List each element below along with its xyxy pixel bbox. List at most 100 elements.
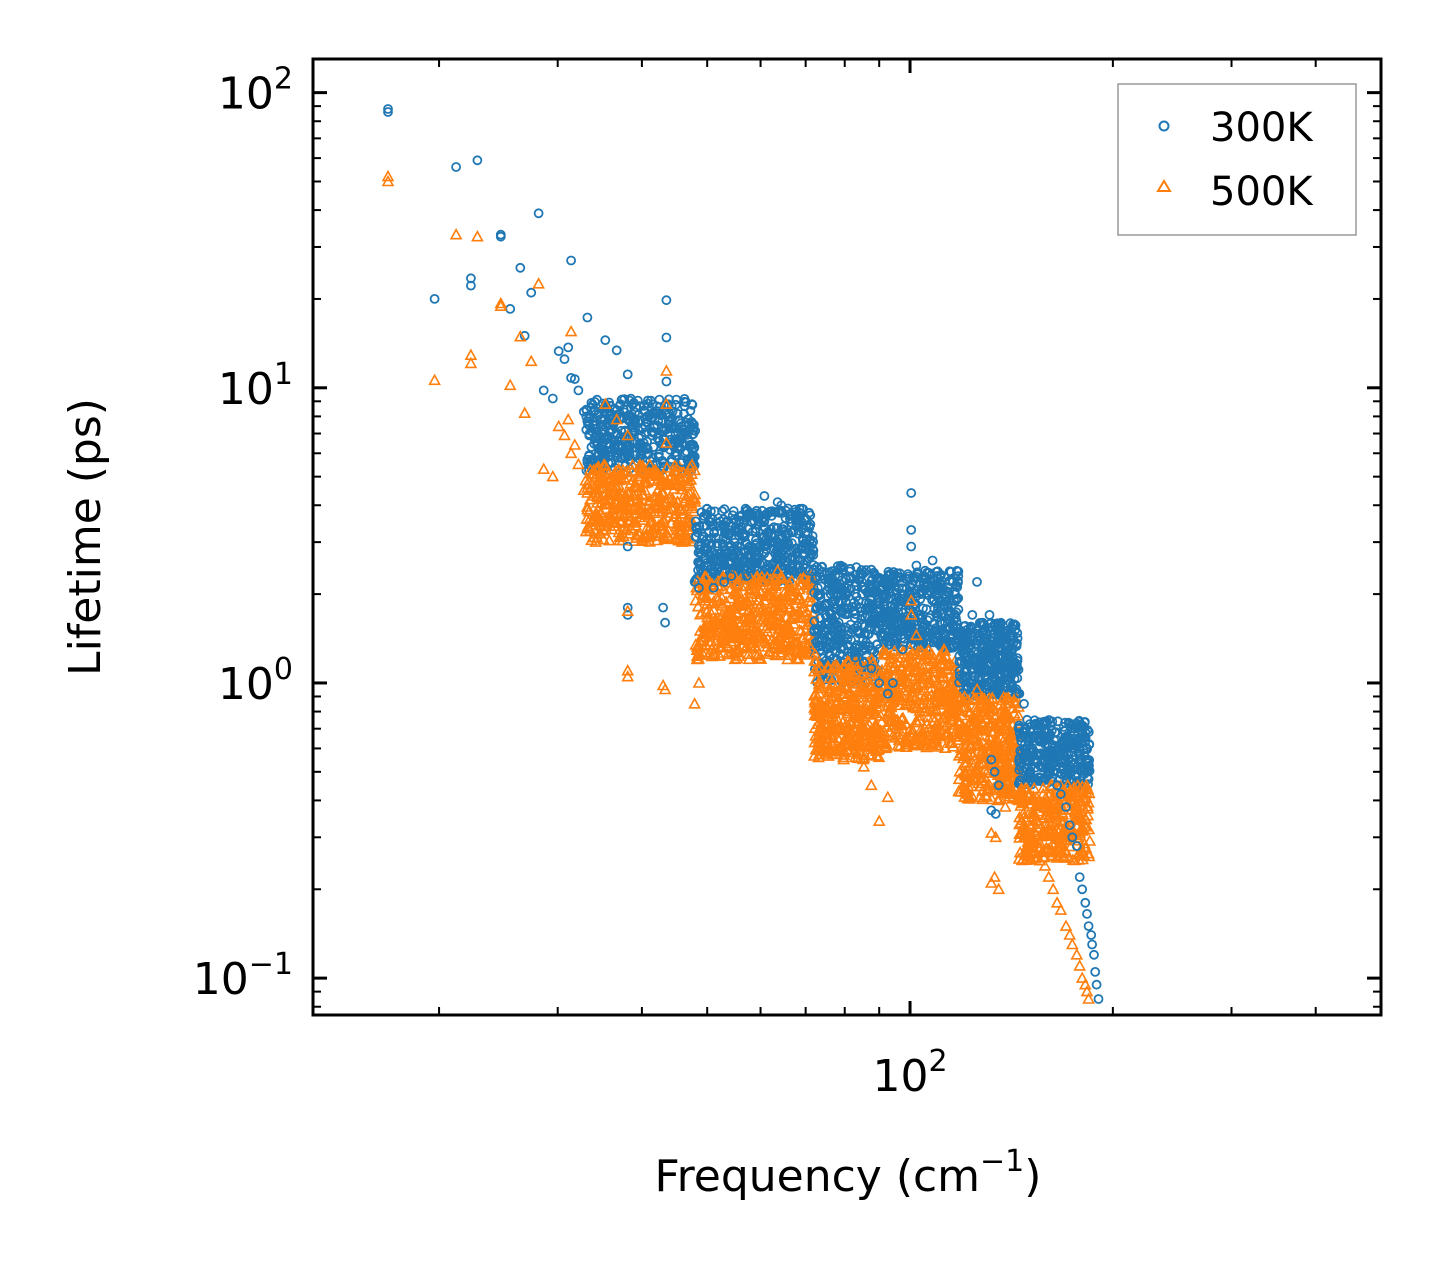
300k-band-point [652,408,663,419]
500k-band-point [590,483,604,495]
500k-band-point [977,755,991,768]
500k-point [758,594,771,606]
500k-band-point [1036,781,1050,794]
500k-band-point [617,509,631,522]
500k-band-point [728,570,742,582]
500k-band-point [857,681,871,694]
300k-point [661,332,672,343]
500k-band-point [722,614,736,627]
500k-band-point [918,689,932,702]
300k-point [858,657,869,668]
300k-point [1022,714,1032,725]
500k-band-point [842,743,856,755]
500k-band-point [1039,817,1053,829]
300k-band-point [1077,764,1088,775]
500k-band-point [819,739,832,752]
300k-band-point [690,516,701,527]
300k-point [1052,780,1062,791]
500k-band-point [932,727,946,740]
500k-point [1059,919,1073,931]
300k-band-point [958,645,969,656]
300k-band-point [877,616,887,627]
300k-point [582,312,593,323]
500k-band-point [1046,793,1060,805]
500k-band-point [732,585,745,598]
300k-band-point [940,623,951,634]
500k-band-point [1079,785,1093,798]
500k-band-point [910,715,924,728]
500k-point [1038,859,1052,871]
500k-band-point [983,766,997,778]
500k-point [587,489,600,501]
300k-point [672,450,682,461]
300k-band-point [696,540,706,551]
300k-point [961,630,972,641]
300k-band-point [929,634,940,645]
300k-band-point [876,628,887,638]
500k-band-point [831,731,845,744]
500k-band-point [778,585,791,598]
500k-band-point [700,604,714,617]
500k-band-point [872,750,886,763]
300k-band-point [1064,768,1075,779]
500k-band-point [736,639,750,651]
500k-band-point [989,717,1002,729]
500k-band-point [935,667,949,679]
300k-band-point [1004,661,1014,672]
300k-point [1061,802,1071,812]
500k-band-point [629,528,643,541]
500k-point [621,428,635,441]
300k-point [1005,671,1016,682]
300k-band-point [623,445,634,455]
500k-band-point [883,652,897,665]
500k-band-point [613,533,626,546]
500k-point [675,535,689,547]
300k-band-point [763,552,774,563]
500k-band-point [888,660,902,672]
300k-point [1087,939,1097,950]
500k-point [581,486,594,498]
500k-band-point [812,724,826,736]
300k-band-point [786,538,797,548]
500k-band-point [883,725,897,738]
500k-point [647,515,660,528]
500k-band-point [790,652,803,664]
300k-band-point [849,606,859,617]
300k-band-point [952,565,962,576]
500k-band-point [1016,795,1030,807]
300k-point [741,571,752,582]
300k-band-point [1026,760,1037,771]
500k-band-point [699,591,713,603]
300k-band-point [932,566,943,577]
500k-band-point [593,515,606,527]
500k-band-point [799,569,812,582]
300k-band-point [627,412,637,423]
300k-band-point [612,450,622,461]
500k-band-point [881,669,895,682]
300k-band-point [717,506,727,517]
500k-band-point [975,757,989,769]
500k-band-point [609,509,622,522]
300k-band-point [909,588,920,599]
500k-band-point [877,644,890,656]
300k-band-point [1001,671,1012,681]
300k-point [1040,739,1050,750]
300k-band-point [716,557,726,568]
300k-band-point [694,557,705,568]
500k-band-point [997,699,1010,712]
300k-band-point [782,553,793,563]
500k-band-point [993,756,1006,768]
500k-band-point [583,512,596,525]
500k-band-point [613,490,626,502]
300k-band-point [643,398,653,409]
300k-band-point [863,629,874,640]
500k-point [1065,937,1079,950]
500k-band-point [1039,799,1053,811]
300k-band-point [823,619,834,630]
500k-band-point [893,675,907,688]
500k-band-point [955,725,969,738]
500k-point [914,678,928,691]
500k-band-point [683,460,697,473]
300k-band-point [922,615,933,626]
500k-point [789,608,803,620]
